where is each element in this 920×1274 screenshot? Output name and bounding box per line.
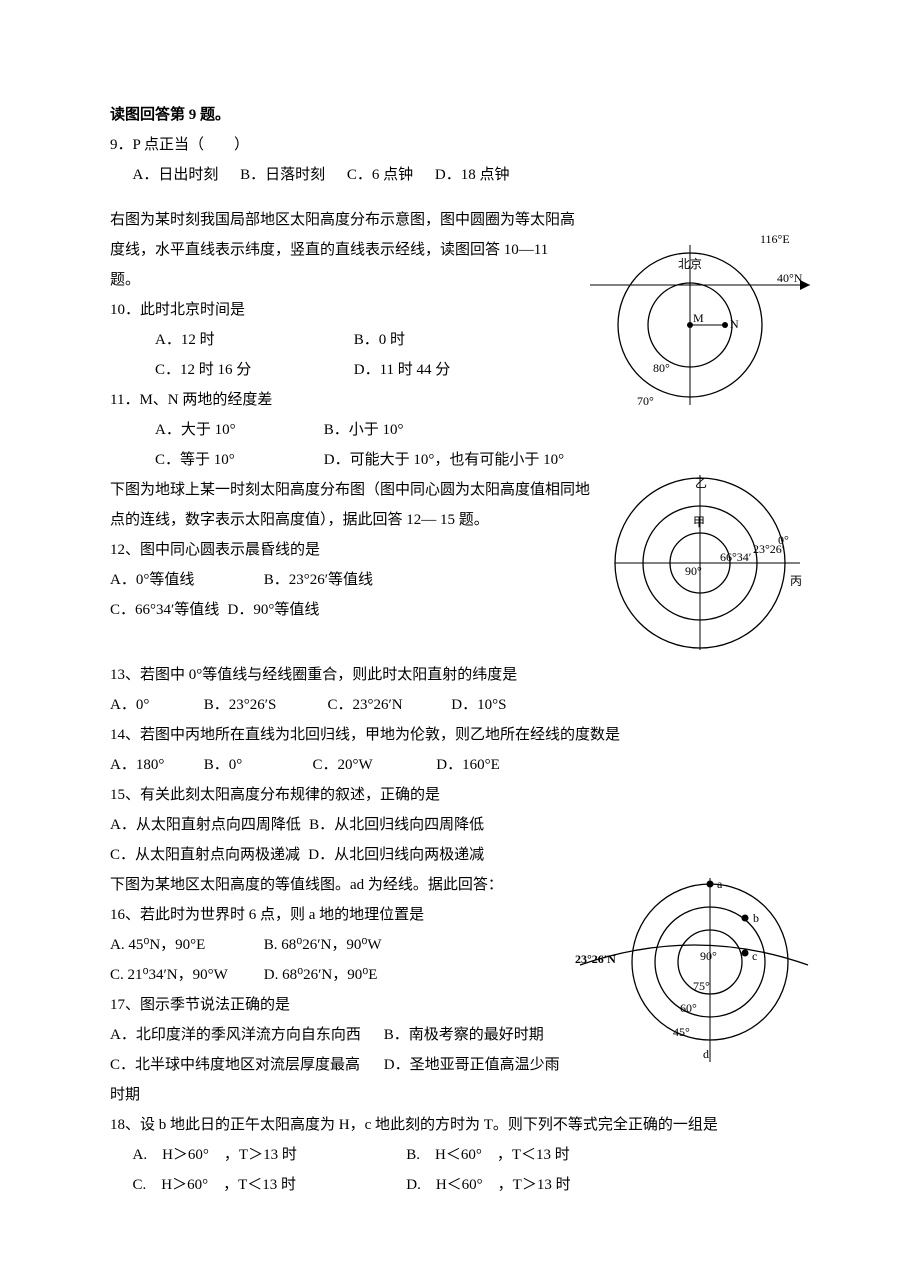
- q15-options-ab: A．从太阳直射点向四周降低 B．从北回归线向四周降低: [110, 810, 810, 840]
- d3-a: a: [717, 877, 723, 891]
- d1-116e: 116°E: [760, 232, 790, 246]
- q12-d: D．90°等值线: [228, 602, 320, 618]
- d1-40n: 40°N: [777, 271, 803, 285]
- d1-80: 80°: [653, 361, 670, 375]
- d3-45: 45°: [673, 1025, 690, 1039]
- q12-c: C．66°34′等值线: [110, 595, 219, 625]
- d3-c: c: [752, 949, 757, 963]
- diagram-3: a b c d 23°26′N 90° 75° 60° 45°: [575, 870, 810, 1070]
- q14-b: B．0°: [204, 750, 309, 780]
- q12-b: B．23°26′等值线: [264, 572, 373, 588]
- q10-d: D．11 时 44 分: [354, 355, 451, 385]
- q14-c: C．20°W: [313, 750, 433, 780]
- d3-90: 90°: [700, 949, 717, 963]
- q10-b: B．0 时: [354, 325, 405, 355]
- diagram-2: 乙 甲 0° 23°26′ 66°34′ 90° 丙: [605, 465, 810, 660]
- q9-b: B．日落时刻: [240, 160, 325, 190]
- q18-d: D. H＜60° ，T＞13 时: [406, 1170, 570, 1200]
- q13-options: A．0° B．23°26′S C．23°26′N D．10°S: [110, 690, 810, 720]
- q18-stem: 18、设 b 地此日的正午太阳高度为 H，c 地此刻的方时为 T。则下列不等式完…: [110, 1110, 810, 1140]
- d2-90: 90°: [685, 564, 702, 578]
- q15-a: A．从太阳直射点向四周降低: [110, 810, 301, 840]
- q11-a: A．大于 10°: [155, 415, 290, 445]
- q15-options-cd: C．从太阳直射点向两极递减 D．从北回归线向两极递减: [110, 840, 810, 870]
- q11-c: C．等于 10°: [155, 445, 290, 475]
- q15-d: D．从北回归线向两极递减: [308, 847, 484, 863]
- q10-a: A．12 时: [155, 325, 320, 355]
- heading-q9: 读图回答第 9 题。: [110, 100, 810, 130]
- q17-b: B．南极考察的最好时期: [384, 1027, 544, 1043]
- d1-m: M: [693, 311, 704, 325]
- q15-b: B．从北回归线向四周降低: [309, 817, 484, 833]
- q13-c: C．23°26′N: [328, 690, 448, 720]
- d3-d: d: [703, 1047, 709, 1061]
- q9-c: C．6 点钟: [347, 160, 413, 190]
- q18-b: B. H＜60° ，T＜13 时: [406, 1140, 570, 1170]
- diagram-1: 116°E 北京 40°N M N 80° 70°: [590, 230, 810, 420]
- d3-75: 75°: [693, 979, 710, 993]
- d3-b: b: [753, 911, 759, 925]
- q13-b: B．23°26′S: [204, 690, 324, 720]
- d3-60: 60°: [680, 1001, 697, 1015]
- d2-jia: 甲: [693, 515, 705, 529]
- d3-2326n: 23°26′N: [575, 952, 616, 966]
- q9-d: D．18 点钟: [435, 160, 510, 190]
- d2-6634: 66°34′: [720, 550, 752, 564]
- q17-c: C．北半球中纬度地区对流层厚度最高: [110, 1050, 380, 1080]
- q16-b: B. 68⁰26′N，90⁰W: [264, 937, 382, 953]
- q9-stem: 9．P 点正当（ ）: [110, 130, 810, 160]
- q16-d: D. 68⁰26′N，90⁰E: [264, 967, 378, 983]
- q14-a: A．180°: [110, 750, 200, 780]
- q13-d: D．10°S: [451, 697, 506, 713]
- q10-c: C．12 时 16 分: [155, 355, 320, 385]
- intro-12-15: 下图为地球上某一时刻太阳高度分布图（图中同心圆为太阳高度值相同地点的连线，数字表…: [110, 475, 590, 535]
- q11-d: D．可能大于 10°，也有可能小于 10°: [324, 445, 564, 475]
- q15-c: C．从太阳直射点向两极递减: [110, 840, 300, 870]
- q14-stem: 14、若图中丙地所在直线为北回归线，甲地为伦敦，则乙地所在经线的度数是: [110, 720, 810, 750]
- q18-c: C. H＞60° ，T＜13 时: [133, 1170, 373, 1200]
- q14-d: D．160°E: [436, 757, 500, 773]
- q18-options-cd: C. H＞60° ，T＜13 时 D. H＜60° ，T＞13 时: [110, 1170, 810, 1200]
- q9-a: A．日出时刻: [133, 160, 219, 190]
- q16-c: C. 21⁰34′N，90°W: [110, 960, 260, 990]
- q17-a: A．北印度洋的季风洋流方向自东向西: [110, 1020, 380, 1050]
- q9-options: A．日出时刻 B．日落时刻 C．6 点钟 D．18 点钟: [110, 160, 810, 190]
- d1-beijing: 北京: [678, 257, 702, 271]
- q16-a: A. 45⁰N，90°E: [110, 930, 260, 960]
- q12-a: A．0°等值线: [110, 565, 260, 595]
- q13-a: A．0°: [110, 690, 200, 720]
- q18-a: A. H＞60° ，T＞13 时: [133, 1140, 373, 1170]
- d1-n: N: [730, 317, 739, 331]
- q14-options: A．180° B．0° C．20°W D．160°E: [110, 750, 810, 780]
- d2-yi: 乙: [695, 476, 707, 490]
- d2-2326: 23°26′: [753, 542, 785, 556]
- q11-b: B．小于 10°: [324, 415, 404, 445]
- d1-70: 70°: [637, 394, 654, 408]
- q15-stem: 15、有关此刻太阳高度分布规律的叙述，正确的是: [110, 780, 810, 810]
- q13-stem: 13、若图中 0°等值线与经线圈重合，则此时太阳直射的纬度是: [110, 660, 810, 690]
- d2-bing: 丙: [790, 574, 802, 588]
- q18-options-ab: A. H＞60° ，T＞13 时 B. H＜60° ，T＜13 时: [110, 1140, 810, 1170]
